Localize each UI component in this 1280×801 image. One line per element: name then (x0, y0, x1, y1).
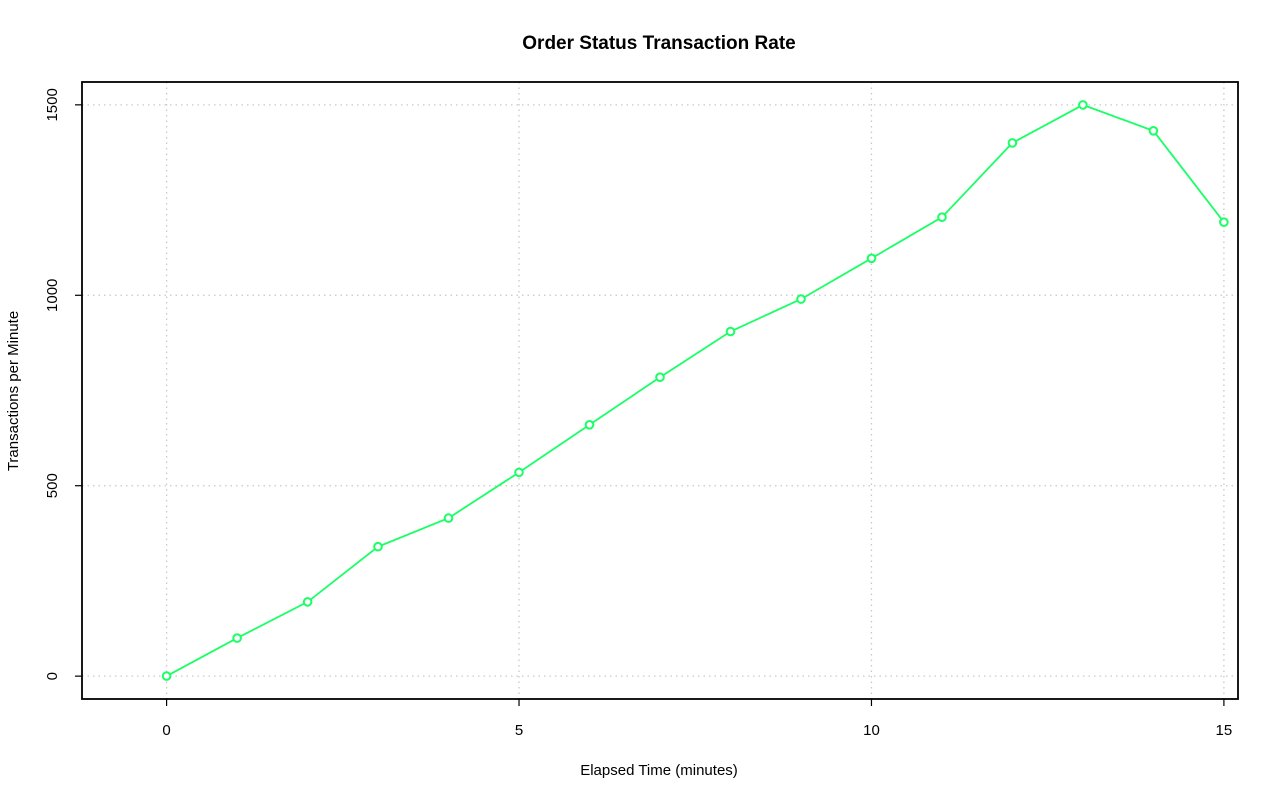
data-point (302, 597, 313, 607)
x-axis-label: Elapsed Time (minutes) (580, 762, 738, 779)
data-point (1219, 217, 1229, 227)
chart-title: Order Status Transaction Rate (522, 33, 795, 54)
x-tick-label: 5 (515, 722, 523, 739)
y-tick-label: 0 (44, 672, 61, 680)
data-point (373, 541, 383, 552)
data-point (443, 513, 454, 523)
data-point (1078, 100, 1088, 110)
y-tick-label: 500 (44, 473, 61, 498)
data-point (161, 671, 172, 681)
data-point (655, 372, 665, 383)
x-tick-label: 10 (863, 722, 880, 739)
y-axis-label: Transactions per Minute (5, 311, 22, 471)
series-layer (161, 100, 1229, 681)
data-point (725, 326, 736, 337)
data-point (866, 253, 877, 264)
x-axis: 0 5 10 15 (162, 699, 1232, 739)
x-tick-label: 15 (1216, 722, 1233, 739)
data-point (796, 294, 806, 304)
data-point (584, 420, 595, 430)
y-tick-label: 1000 (44, 279, 61, 312)
grid-layer (82, 82, 1238, 699)
plot-frame (81, 81, 1239, 700)
data-point (514, 467, 524, 478)
data-point (1148, 126, 1159, 136)
data-point (232, 633, 242, 643)
data-point (937, 212, 947, 222)
y-axis: 0 500 1000 1500 (44, 88, 82, 680)
y-tick-label: 1500 (44, 88, 61, 121)
data-point (1007, 138, 1018, 148)
x-tick-label: 0 (162, 722, 170, 739)
series-line (166, 103, 1225, 677)
